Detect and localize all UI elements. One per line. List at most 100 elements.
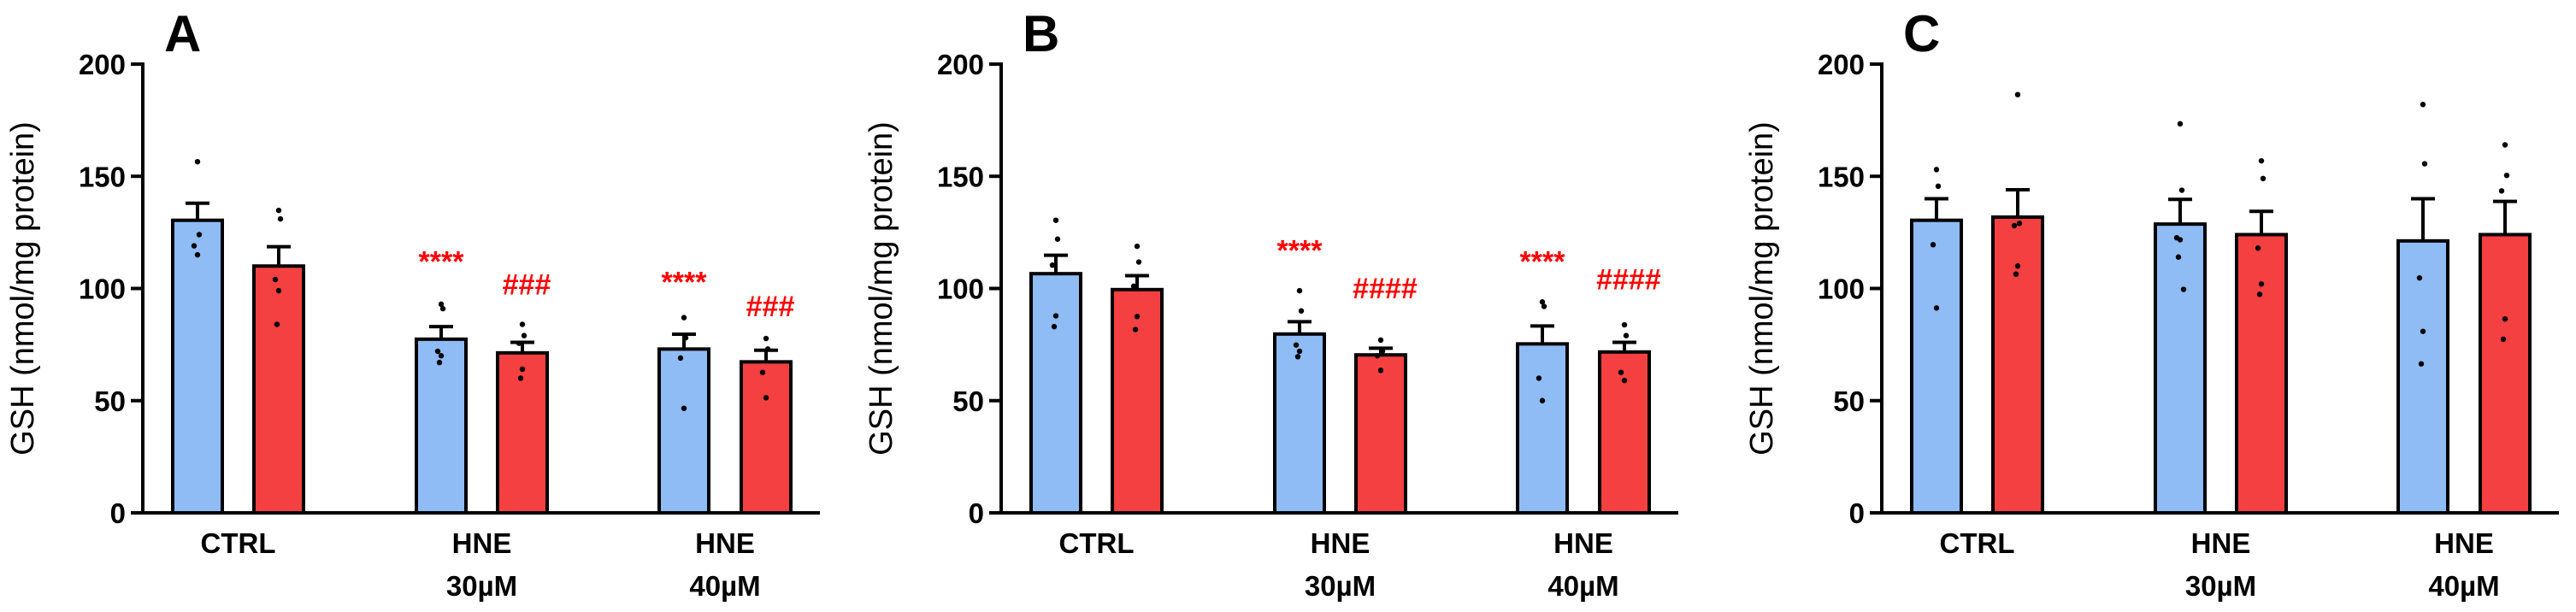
data-point xyxy=(764,346,771,352)
bar xyxy=(1516,342,1569,515)
data-point xyxy=(2175,254,2182,260)
data-point xyxy=(1618,369,1624,375)
data-point xyxy=(2177,237,2184,243)
bar xyxy=(1354,353,1407,515)
data-point xyxy=(1051,323,1058,330)
data-point xyxy=(1054,236,1061,242)
data-point xyxy=(1293,342,1300,348)
x-tick-label: 30µM xyxy=(1305,570,1376,602)
x-tick-label: 40µM xyxy=(689,570,760,602)
data-point xyxy=(1623,332,1630,338)
x-tick-label: 40µM xyxy=(2428,570,2499,602)
data-point xyxy=(2258,157,2265,164)
data-point xyxy=(1052,217,1059,223)
data-point xyxy=(194,158,201,165)
y-tick-label: 100 xyxy=(79,274,126,305)
data-point xyxy=(681,405,687,411)
data-point xyxy=(439,305,446,312)
y-tick-label: 0 xyxy=(1849,497,1865,529)
data-point xyxy=(2258,281,2265,287)
data-point xyxy=(194,251,201,258)
y-tick-label: 200 xyxy=(79,49,126,80)
x-tick-label: 30µM xyxy=(2185,570,2256,602)
data-point xyxy=(2260,175,2267,182)
data-point xyxy=(1298,308,1305,314)
x-tick-label: CTRL xyxy=(1940,527,2015,559)
x-tick-label: HNE xyxy=(1311,527,1371,559)
y-tick-label: 0 xyxy=(110,497,126,529)
data-point xyxy=(1132,327,1139,332)
data-point xyxy=(521,332,528,338)
bar xyxy=(740,360,793,515)
significance-annotation: **** xyxy=(1277,234,1323,267)
data-point xyxy=(1933,167,1940,173)
y-axis-title: GSH (nmol/mg protein) xyxy=(864,121,899,456)
data-point xyxy=(2420,102,2426,108)
data-point xyxy=(2177,121,2184,127)
data-point xyxy=(191,243,197,249)
y-tick-label: 150 xyxy=(937,161,984,192)
bar xyxy=(2396,238,2449,515)
x-tick-label: HNE xyxy=(2434,527,2494,559)
data-point xyxy=(434,348,441,355)
x-tick-label: 40µM xyxy=(1547,570,1618,602)
data-point xyxy=(2180,286,2187,292)
data-point xyxy=(681,315,687,321)
data-point xyxy=(275,207,282,214)
significance-annotation: #### xyxy=(1596,264,1661,297)
data-point xyxy=(438,353,445,359)
data-point xyxy=(682,335,689,341)
data-point xyxy=(2420,328,2426,334)
data-point xyxy=(1135,259,1142,265)
significance-annotation: **** xyxy=(1520,245,1566,278)
data-point xyxy=(1933,305,1940,311)
data-point xyxy=(2016,221,2023,227)
data-point xyxy=(1621,321,1628,328)
data-point xyxy=(277,215,284,222)
significance-annotation: ### xyxy=(503,269,551,302)
data-point xyxy=(275,287,282,294)
data-point xyxy=(1935,183,1942,189)
bar xyxy=(1029,272,1082,515)
data-point xyxy=(519,321,526,327)
data-point xyxy=(2011,222,2018,229)
panel-label: B xyxy=(1023,5,1059,62)
x-tick-label: HNE xyxy=(2191,527,2251,559)
y-tick-label: 0 xyxy=(969,497,984,529)
data-point xyxy=(517,375,524,381)
data-point xyxy=(274,321,280,327)
data-point xyxy=(1541,303,1547,309)
bar xyxy=(2479,232,2532,515)
data-point xyxy=(2014,91,2021,97)
data-point xyxy=(1539,299,1546,305)
data-point xyxy=(196,232,203,238)
bar xyxy=(252,264,305,515)
y-tick-label: 100 xyxy=(1818,274,1865,305)
data-point xyxy=(272,276,279,283)
data-point xyxy=(759,369,766,375)
data-point xyxy=(1377,337,1384,344)
bar xyxy=(2154,222,2207,515)
significance-annotation: **** xyxy=(662,267,708,299)
x-tick-label: 30µM xyxy=(446,570,517,602)
data-point xyxy=(438,301,445,308)
x-tick-label: HNE xyxy=(452,527,512,559)
bar xyxy=(1273,332,1326,515)
data-point xyxy=(1536,375,1542,381)
panel-c: C GSH (nmol/mg protein) 0 50 100 150 200 CTRL HN… xyxy=(1744,5,2559,602)
data-point xyxy=(763,395,769,401)
data-point xyxy=(677,355,684,362)
data-point xyxy=(1134,314,1141,320)
bar xyxy=(2235,232,2288,515)
y-tick-label: 100 xyxy=(937,274,984,305)
x-tick-label: CTRL xyxy=(201,527,276,559)
bar xyxy=(171,218,224,515)
data-point xyxy=(2503,173,2510,179)
bar xyxy=(1910,218,1963,515)
data-point xyxy=(1134,243,1141,250)
data-point xyxy=(519,366,526,373)
bar xyxy=(1111,287,1164,515)
y-tick-label: 50 xyxy=(94,385,126,417)
data-point xyxy=(2500,336,2507,343)
